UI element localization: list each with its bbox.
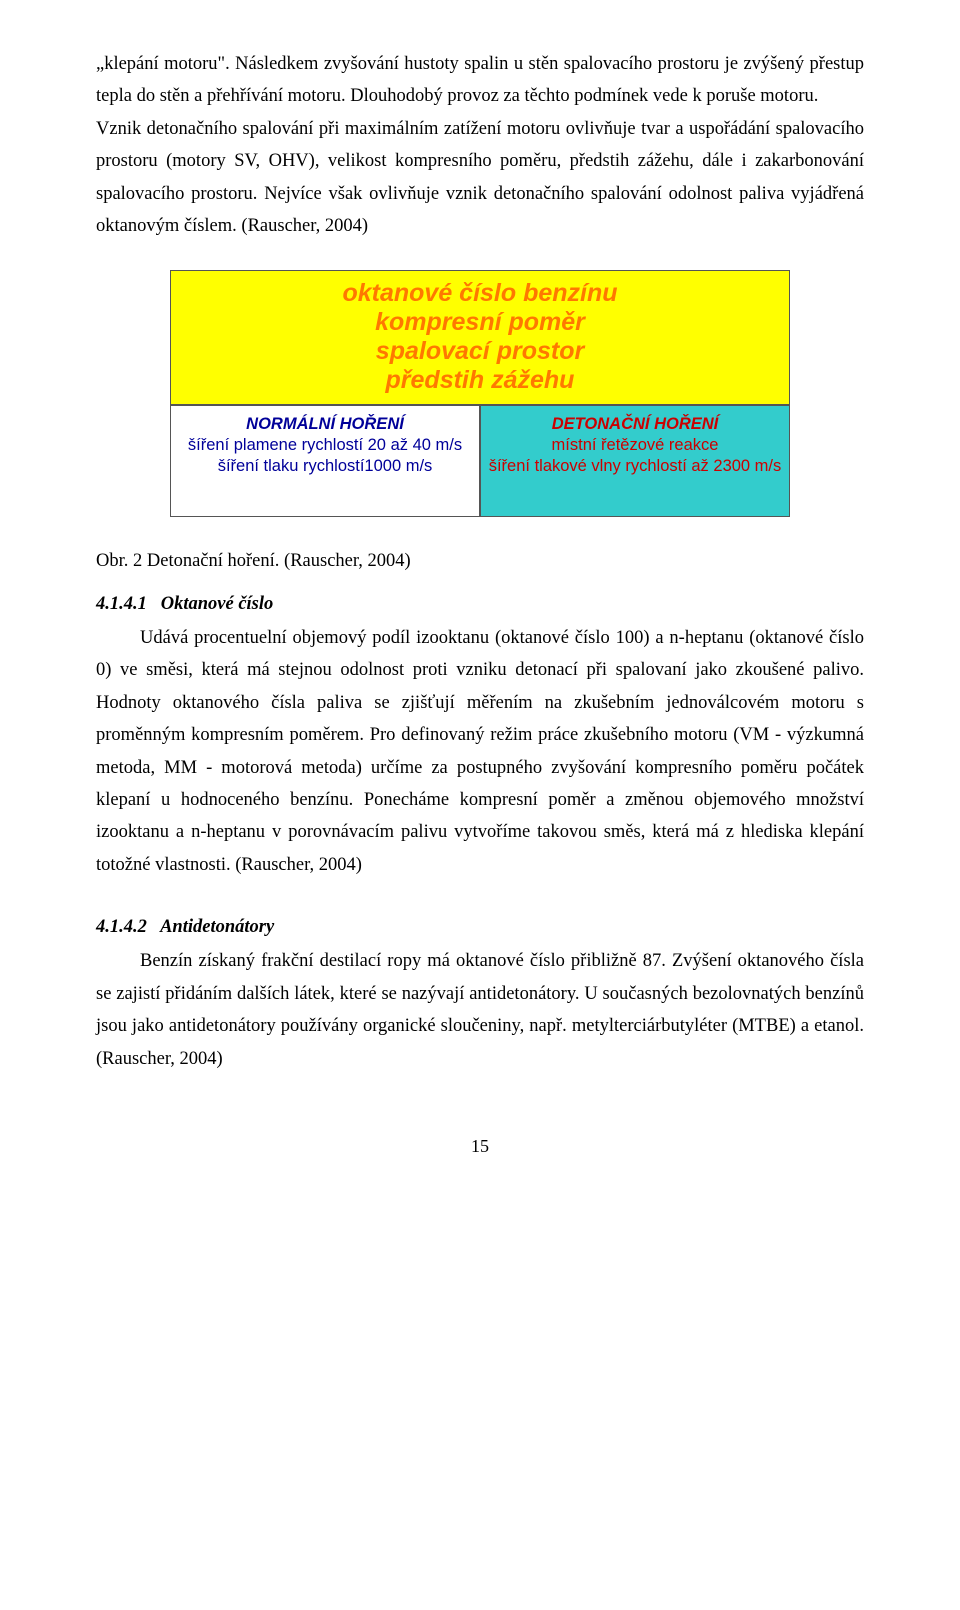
figure-col-normal: NORMÁLNÍ HOŘENÍ šíření plamene rychlostí… <box>170 405 480 517</box>
section-heading-oktanove: 4.1.4.1 Oktanové číslo <box>96 588 864 620</box>
figure-col-detonation-line-3: šíření tlakové vlny rychlostí až 2300 m/… <box>485 456 785 477</box>
figure-col-detonation-title: DETONAČNÍ HOŘENÍ <box>485 414 785 435</box>
page-number: 15 <box>96 1131 864 1163</box>
section-num-1: 4.1.4.1 <box>96 594 147 614</box>
figure-caption: Obr. 2 Detonační hoření. (Rauscher, 2004… <box>96 545 864 577</box>
figure-top-panel: oktanové číslo benzínu kompresní poměr s… <box>170 270 790 405</box>
section-title-1: Oktanové číslo <box>161 594 274 614</box>
paragraph-2: Vznik detonačního spalování při maximáln… <box>96 113 864 243</box>
figure-top-line-2: kompresní poměr <box>171 308 789 337</box>
figure-col-normal-line-2: šíření plamene rychlostí 20 až 40 m/s <box>175 435 475 456</box>
spacer <box>96 881 864 903</box>
paragraph-1-text: „klepání motoru". Následkem zvyšování hu… <box>96 54 864 106</box>
figure-top-line-1: oktanové číslo benzínu <box>171 279 789 308</box>
section-title-2: Antidetonátory <box>160 917 274 937</box>
figure-top-line-3: spalovací prostor <box>171 337 789 366</box>
figure-detonation: oktanové číslo benzínu kompresní poměr s… <box>170 270 790 517</box>
figure-columns: NORMÁLNÍ HOŘENÍ šíření plamene rychlostí… <box>170 405 790 517</box>
section-body-1: Udává procentuelní objemový podíl izookt… <box>96 622 864 881</box>
section-num-2: 4.1.4.2 <box>96 917 147 937</box>
section-body-2: Benzín získaný frakční destilací ropy má… <box>96 945 864 1075</box>
section-heading-antidetonatory: 4.1.4.2 Antidetonátory <box>96 911 864 943</box>
paragraph-1: „klepání motoru". Následkem zvyšování hu… <box>96 48 864 113</box>
figure-col-detonation: DETONAČNÍ HOŘENÍ místní řetězové reakce … <box>480 405 790 517</box>
figure-top-line-4: předstih zážehu <box>171 366 789 395</box>
figure-col-detonation-line-2: místní řetězové reakce <box>485 435 785 456</box>
figure-col-normal-title: NORMÁLNÍ HOŘENÍ <box>175 414 475 435</box>
paragraph-2-text: Vznik detonačního spalování při maximáln… <box>96 119 864 236</box>
figure-col-normal-line-3: šíření tlaku rychlostí1000 m/s <box>175 456 475 477</box>
